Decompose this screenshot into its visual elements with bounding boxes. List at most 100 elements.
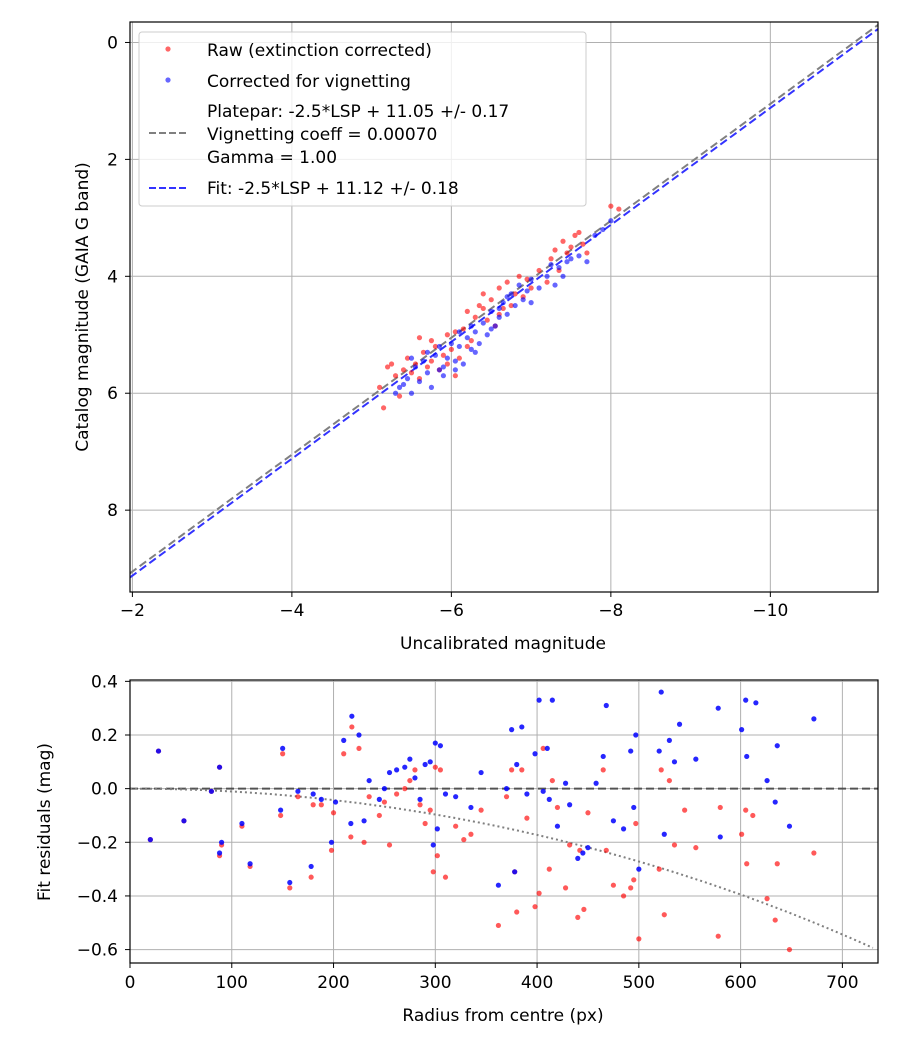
corrected-residual-point — [155, 748, 162, 754]
corrected-residual-point — [509, 727, 515, 733]
corrected-point — [492, 323, 498, 329]
corrected-residual-point — [468, 804, 474, 811]
corrected-residual-point — [540, 788, 546, 794]
calibration-plot: −2 −4 −6 −8 −10 0 2 4 6 8 Uncalibrated magnitude… — [73, 21, 879, 654]
corrected-point — [484, 332, 490, 338]
top-x-tick-label: −8 — [598, 601, 623, 621]
raw-residual-point — [519, 767, 525, 773]
raw-point — [480, 291, 486, 297]
raw-residual-point — [442, 874, 449, 880]
corrected-residual-point — [512, 869, 518, 875]
raw-point — [448, 346, 454, 352]
corrected-residual-point — [427, 759, 433, 765]
legend-raw-marker — [165, 46, 171, 52]
corrected-point — [392, 390, 399, 396]
corrected-residual-point — [811, 716, 817, 722]
corrected-residual-point — [764, 777, 770, 784]
corrected-residual-point — [585, 845, 591, 851]
raw-residual-point — [412, 767, 418, 773]
corrected-residual-point — [218, 839, 225, 845]
corrected-point — [488, 326, 494, 332]
raw-point — [444, 332, 450, 338]
corrected-residual-point — [412, 775, 418, 781]
corrected-residual-point — [656, 748, 662, 754]
corrected-residual-point — [308, 863, 314, 870]
corrected-point — [468, 346, 474, 352]
raw-residual-point — [361, 839, 367, 845]
corrected-point — [416, 378, 423, 385]
raw-point — [568, 244, 574, 250]
raw-point — [496, 285, 502, 291]
raw-residual-point — [633, 820, 639, 827]
corrected-residual-point — [514, 761, 520, 768]
corrected-point — [480, 320, 486, 326]
raw-residual-point — [739, 831, 745, 837]
raw-residual-point — [600, 767, 606, 773]
raw-point — [508, 302, 514, 309]
bottom-corrected-series — [147, 689, 817, 888]
raw-point — [516, 273, 522, 279]
raw-residual-point — [744, 861, 750, 867]
raw-residual-point — [536, 890, 542, 896]
raw-residual-point — [394, 791, 400, 797]
raw-residual-point — [381, 799, 388, 805]
top-y-tick-label: 6 — [107, 384, 118, 404]
raw-point — [392, 373, 399, 379]
raw-point — [384, 364, 391, 370]
corrected-residual-point — [216, 764, 223, 770]
corrected-residual-point — [772, 799, 778, 805]
corrected-point — [400, 381, 407, 388]
corrected-residual-point — [407, 756, 413, 762]
raw-residual-point — [468, 831, 474, 837]
raw-residual-point — [509, 767, 515, 773]
corrected-residual-point — [366, 777, 372, 784]
corrected-residual-point — [536, 697, 542, 703]
corrected-residual-point — [519, 724, 525, 730]
corrected-point — [560, 273, 566, 279]
corrected-residual-point — [280, 745, 286, 752]
raw-residual-point — [434, 853, 440, 859]
bottom-plot-frame — [129, 679, 879, 964]
raw-point — [456, 355, 462, 361]
corrected-residual-point — [593, 780, 599, 786]
corrected-residual-point — [743, 697, 749, 703]
raw-residual-point — [774, 861, 780, 867]
raw-point — [576, 229, 582, 236]
corrected-residual-point — [332, 799, 339, 805]
corrected-residual-point — [381, 786, 388, 792]
corrected-residual-point — [361, 818, 367, 824]
raw-residual-point — [786, 946, 793, 953]
corrected-point — [440, 364, 446, 370]
corrected-point — [436, 343, 443, 350]
bottom-y-tick-label: −0.6 — [77, 941, 118, 961]
corrected-residual-point — [430, 842, 436, 848]
corrected-residual-point — [453, 794, 459, 800]
raw-residual-point — [661, 912, 667, 918]
corrected-residual-point — [247, 861, 253, 867]
raw-residual-point — [575, 914, 581, 920]
corrected-residual-point — [544, 745, 550, 752]
corrected-point — [404, 376, 411, 382]
corrected-point — [592, 232, 598, 238]
corrected-residual-point — [633, 732, 639, 738]
raw-residual-point — [417, 802, 423, 808]
platepar-line — [129, 24, 879, 575]
raw-point — [432, 343, 439, 350]
raw-residual-point — [567, 842, 573, 848]
corrected-residual-point — [216, 850, 223, 856]
corrected-point — [504, 311, 510, 317]
corrected-point — [556, 264, 562, 271]
raw-residual-point — [308, 874, 314, 880]
top-x-tick-label: −2 — [120, 601, 145, 621]
corrected-point — [476, 340, 482, 347]
raw-point — [504, 279, 510, 285]
top-y-tick-label: 8 — [107, 501, 118, 521]
bottom-x-tick-label: 0 — [125, 973, 136, 993]
raw-residual-point — [356, 745, 362, 752]
corrected-residual-point — [434, 826, 440, 832]
corrected-residual-point — [208, 788, 215, 794]
bottom-y-tick-label: 0.2 — [91, 726, 118, 746]
corrected-point — [424, 349, 431, 355]
raw-residual-point — [478, 807, 484, 813]
raw-residual-point — [287, 885, 293, 891]
